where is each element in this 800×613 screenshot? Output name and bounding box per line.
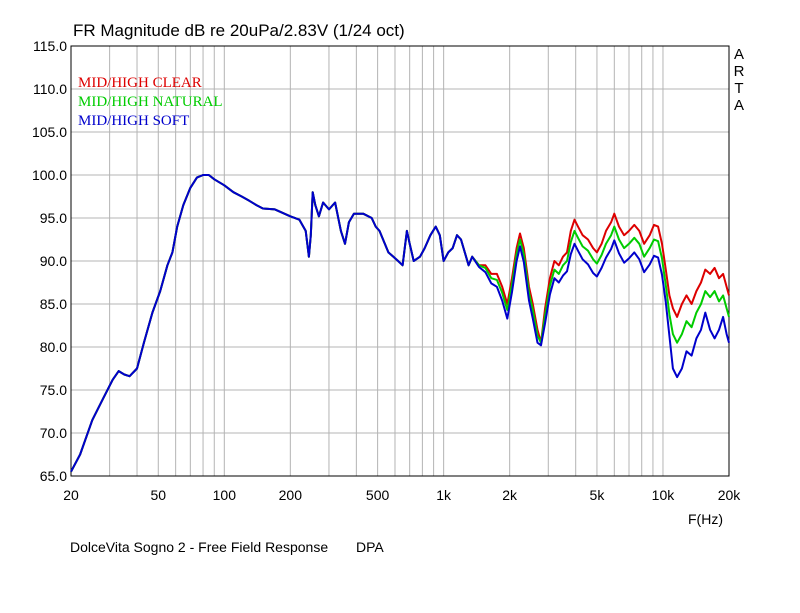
x-axis-ticks: 20 50 100 200 500 1k 2k 5k 10k 20k [63, 487, 741, 503]
y-tick-label: 80.0 [40, 339, 67, 355]
y-tick-label: 70.0 [40, 425, 67, 441]
series-line-mid-high-soft [70, 174, 730, 473]
footer: DolceVita Sogno 2 - Free Field Response … [70, 539, 384, 555]
brand-letter: R [733, 63, 745, 80]
y-tick-label: 90.0 [40, 253, 67, 269]
series-line-mid-high-clear [70, 174, 730, 473]
y-tick-label: 65.0 [40, 468, 67, 484]
chart-title: FR Magnitude dB re 20uPa/2.83V (1/24 oct… [73, 21, 405, 40]
x-tick-label: 50 [150, 487, 166, 503]
y-tick-label: 110.0 [33, 81, 67, 97]
y-tick-label: 105.0 [32, 124, 67, 140]
brand-letter: A [733, 97, 744, 114]
x-tick-label: 1k [436, 487, 452, 503]
footer-measurement: DPA [356, 539, 384, 555]
x-tick-label: 20 [63, 487, 79, 503]
brand-letter: T [734, 80, 744, 97]
grid-lines [71, 46, 729, 476]
brand-letter: A [733, 46, 744, 63]
y-tick-label: 75.0 [40, 382, 67, 398]
series-lines [70, 174, 730, 473]
legend-entry: MID/HIGH CLEAR [78, 75, 202, 91]
x-tick-label: 200 [279, 487, 303, 503]
y-tick-label: 85.0 [40, 296, 67, 312]
x-axis-label: F(Hz) [688, 511, 723, 527]
x-tick-label: 5k [590, 487, 606, 503]
footer-description: DolceVita Sogno 2 - Free Field Response [70, 539, 329, 555]
x-tick-label: 20k [718, 487, 742, 503]
legend-entry: MID/HIGH NATURAL [78, 94, 223, 110]
x-tick-label: 2k [502, 487, 518, 503]
y-tick-label: 95.0 [40, 210, 67, 226]
y-tick-label: 115.0 [33, 38, 67, 54]
legend: MID/HIGH CLEAR MID/HIGH NATURAL MID/HIGH S… [78, 75, 223, 129]
x-tick-label: 500 [366, 487, 390, 503]
y-axis-ticks: 65.0 70.0 75.0 80.0 85.0 90.0 95.0 100.0 105.0 11… [32, 38, 67, 484]
x-tick-label: 10k [652, 487, 676, 503]
y-tick-label: 100.0 [32, 167, 67, 183]
brand-label: A R T A [733, 46, 745, 114]
x-tick-label: 100 [213, 487, 237, 503]
series-line-mid-high-natural [70, 174, 730, 473]
plot-frame [70, 45, 730, 477]
legend-entry: MID/HIGH SOFT [78, 113, 189, 129]
